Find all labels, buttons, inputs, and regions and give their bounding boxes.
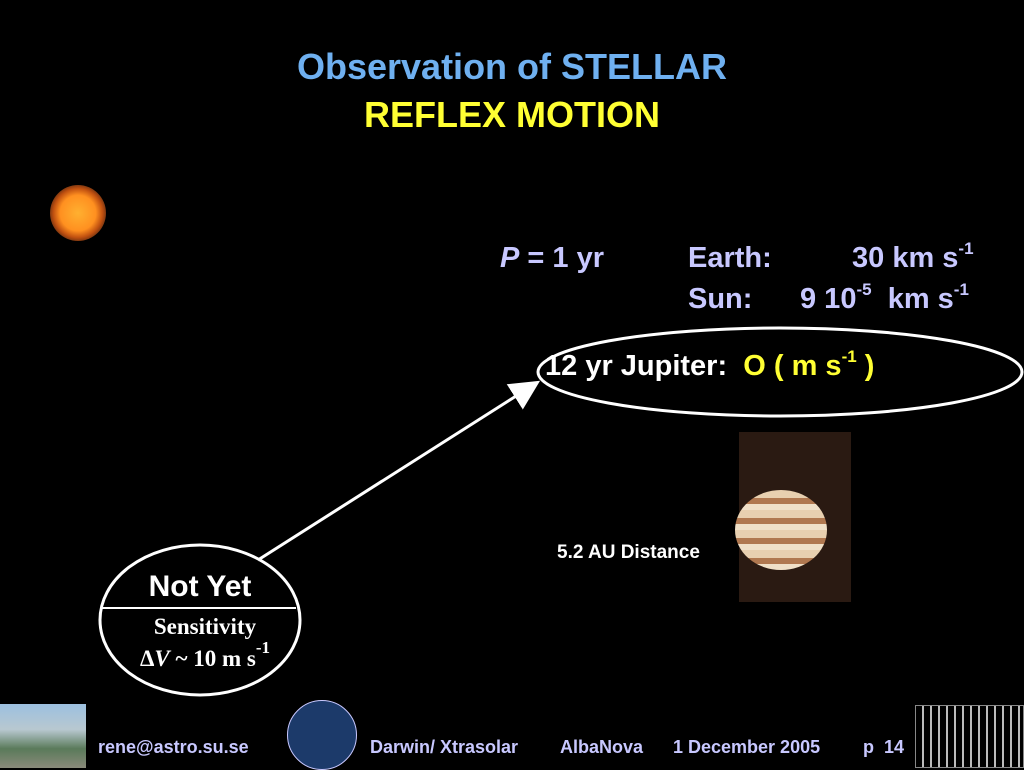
jupiter-line: 12 yr Jupiter: O ( m s-1 ) xyxy=(545,347,875,383)
observatory-drawing xyxy=(915,705,1024,768)
delta-symbol: Δ xyxy=(139,646,155,671)
earth-exp: -1 xyxy=(958,239,974,258)
not-yet-title: Not Yet xyxy=(148,570,252,603)
building-photo xyxy=(0,704,86,768)
jupiter-speed: O ( m s xyxy=(743,350,842,382)
period-value: = 1 yr xyxy=(519,242,604,274)
v-symbol: V xyxy=(154,646,170,671)
sensitivity-exp: -1 xyxy=(255,638,270,657)
jupiter-planet xyxy=(735,490,827,570)
arrow xyxy=(257,380,541,562)
stockholm-university-seal xyxy=(287,700,357,770)
sun-image xyxy=(50,185,106,241)
sensitivity-label: Sensitivity xyxy=(153,614,257,639)
sun-value: 9 10-5 km s-1 xyxy=(800,280,969,316)
sensitivity-number: ~ 10 m s xyxy=(169,646,256,671)
sun-label: Sun: xyxy=(688,283,753,315)
jupiter-value: O ( m s-1 ) xyxy=(743,347,875,382)
footer-date: 1 December 2005 xyxy=(673,737,821,757)
footer-page: p 14 xyxy=(863,737,905,757)
jupiter-ellipse xyxy=(536,326,1024,418)
sun-exp: -5 xyxy=(856,280,872,299)
jupiter-period: 12 yr Jupiter: xyxy=(545,350,728,382)
sun-speed: 9 10 xyxy=(800,283,857,315)
sensitivity-value: ΔV ~ 10 m s-1 xyxy=(100,639,310,672)
footer-venue: AlbaNova xyxy=(560,737,644,757)
period-label: P = 1 yr xyxy=(500,242,604,275)
title-line-2: REFLEX MOTION xyxy=(364,94,660,135)
jupiter-close: ) xyxy=(856,350,875,382)
footer-talk: Darwin/ Xtrasolar xyxy=(370,737,519,757)
period-symbol: P xyxy=(500,242,520,274)
footer-email[interactable]: rene@astro.su.se xyxy=(98,737,249,757)
sun-unit: km s xyxy=(871,283,954,315)
sun-unit-exp: -1 xyxy=(953,280,969,299)
distance-label: 5.2 AU Distance xyxy=(557,542,700,563)
not-yet-ellipse xyxy=(98,543,302,697)
jupiter-exp: -1 xyxy=(841,347,857,366)
earth-label: Earth: xyxy=(688,242,772,274)
earth-speed: 30 km s xyxy=(852,242,959,274)
title-line-1: Observation of STELLAR xyxy=(296,46,728,87)
earth-value: 30 km s-1 xyxy=(852,239,974,275)
